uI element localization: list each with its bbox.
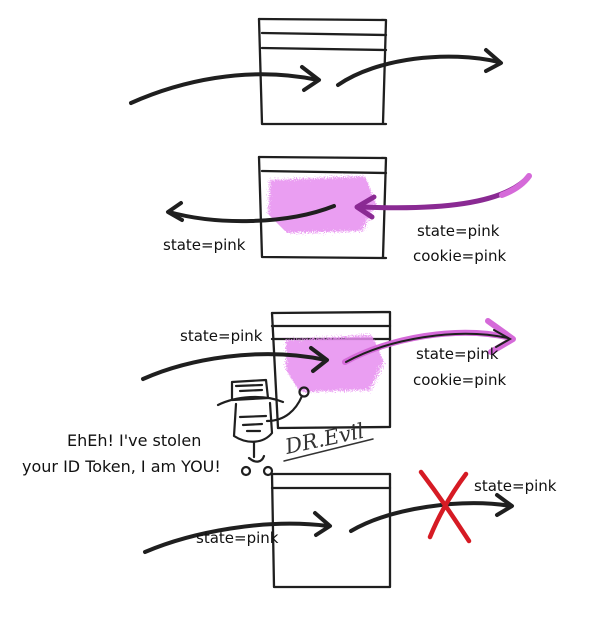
request-arrow-4 — [143, 511, 332, 554]
panel-2-state-label: state=pink — [163, 236, 246, 254]
response-arrow-4 — [349, 493, 514, 533]
request-arrow-3 — [141, 346, 329, 381]
panel-3-request-state-label: state=pink — [180, 327, 263, 345]
server-box-1 — [257, 17, 388, 126]
attacker: DR.Evil EhEh! I've stolen your ID Token,… — [22, 378, 374, 477]
panel-2-callback: state=pink state=pink cookie=pink — [163, 155, 532, 265]
pink-state-highlight-3 — [286, 335, 384, 392]
panel-2-response-state-label: state=pink — [417, 222, 500, 240]
panel-4-request-state-label: state=pink — [196, 529, 279, 547]
server-box-2 — [257, 155, 388, 260]
request-arrow-1 — [129, 65, 321, 105]
panel-4-response-state-label: state=pink — [474, 477, 557, 495]
panel-1-normal-flow — [129, 17, 503, 126]
dr-evil-sign: DR.Evil — [282, 419, 366, 459]
blocked-x-mark — [418, 469, 472, 544]
panel-4-blocked-flow: state=pink state=pink — [143, 469, 557, 589]
panel-3-replayed-state: state=pink state=pink cookie=pink — [141, 310, 516, 430]
dark-stroke-on-pink-arrow — [345, 329, 513, 363]
dr-evil-underline — [283, 438, 374, 462]
panel-3-response-state-label: state=pink — [416, 345, 499, 363]
dr-evil-figure — [216, 378, 310, 477]
panel-3-response-cookie-label: cookie=pink — [413, 371, 506, 389]
panel-2-response-cookie-label: cookie=pink — [413, 247, 506, 265]
response-arrow-1 — [336, 48, 503, 87]
server-box-4 — [270, 472, 392, 589]
pink-arrow-tail-2 — [499, 173, 532, 198]
attacker-speech-line-2: your ID Token, I am YOU! — [22, 457, 221, 476]
return-arrow-2 — [166, 201, 336, 224]
attacker-speech-line-1: EhEh! I've stolen — [67, 431, 201, 450]
